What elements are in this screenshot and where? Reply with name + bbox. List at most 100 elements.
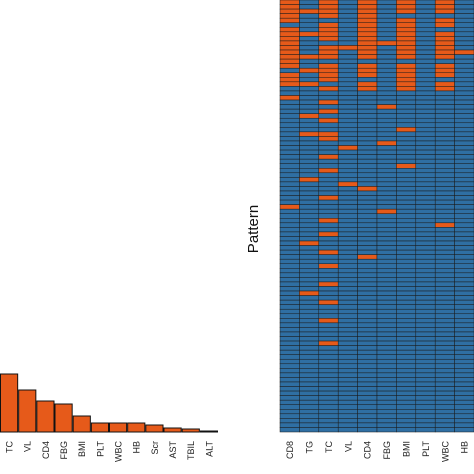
heatmap-cell xyxy=(279,54,300,60)
heatmap-cell xyxy=(434,99,455,105)
heatmap-cell xyxy=(337,154,358,160)
heatmap-cell xyxy=(299,281,320,287)
heatmap-cell xyxy=(299,218,320,224)
heatmap-cell xyxy=(415,63,436,69)
heatmap-cell xyxy=(415,195,436,201)
bar-bmi xyxy=(72,415,91,433)
heatmap-cell xyxy=(318,67,339,74)
heatmap-cell xyxy=(357,395,378,401)
heatmap-cell xyxy=(337,227,358,233)
heatmap-cell xyxy=(396,331,417,337)
heatmap-cell xyxy=(454,86,474,92)
heatmap-cell xyxy=(318,422,339,428)
heatmap-cell xyxy=(434,304,455,310)
heatmap-cell xyxy=(415,295,436,301)
heatmap-cell xyxy=(396,186,417,192)
heatmap-cell xyxy=(279,99,300,105)
heatmap-cell xyxy=(357,149,378,155)
heatmap-cell xyxy=(318,409,339,415)
heatmap-cell xyxy=(279,190,300,196)
heatmap-cell xyxy=(337,136,358,142)
heatmap-cell xyxy=(299,8,320,14)
heatmap-cell xyxy=(299,104,320,110)
heatmap-cell xyxy=(357,277,378,283)
heatmap-cell xyxy=(415,345,436,351)
heatmap-cell xyxy=(299,308,320,315)
heatmap-cell xyxy=(376,172,397,178)
heatmap-cell xyxy=(318,349,339,355)
heatmap-cell xyxy=(318,22,339,28)
heatmap-cell xyxy=(318,81,339,87)
heatmap-cell xyxy=(337,318,358,324)
heatmap-cell xyxy=(279,158,300,164)
heatmap-cell xyxy=(357,290,378,296)
heatmap-cell xyxy=(415,254,436,260)
heatmap-cell xyxy=(337,299,358,305)
heatmap-cell xyxy=(434,399,455,405)
heatmap-cell xyxy=(454,158,474,164)
heatmap-cell xyxy=(434,90,455,96)
heatmap-cell xyxy=(318,240,339,246)
heatmap-cell xyxy=(434,81,455,87)
heatmap-cell xyxy=(396,54,417,60)
heatmap-cell xyxy=(415,304,436,310)
heatmap-cell xyxy=(318,263,339,269)
heatmap-cell xyxy=(376,358,397,365)
heatmap-cell xyxy=(454,81,474,87)
heatmap-cell xyxy=(434,349,455,355)
heatmap-cell xyxy=(279,268,300,274)
bar-tbil xyxy=(181,428,200,433)
heatmap-cell xyxy=(279,404,300,410)
heatmap-cell xyxy=(415,249,436,255)
heatmap-cell xyxy=(376,236,397,242)
heatmap-cell xyxy=(434,213,455,219)
heatmap-cell xyxy=(434,386,455,392)
heatmap-cell xyxy=(396,340,417,346)
heatmap-cell xyxy=(357,95,378,101)
heatmap-cell xyxy=(415,122,436,128)
heatmap-cell xyxy=(318,418,339,424)
heatmap-cell xyxy=(376,427,397,433)
heatmap-cell xyxy=(279,204,300,210)
heatmap-cell xyxy=(415,49,436,55)
heatmap-cell xyxy=(337,172,358,178)
heatmap-cell xyxy=(396,172,417,178)
heatmap-cell xyxy=(376,281,397,287)
heatmap-cell xyxy=(415,58,436,64)
heatmap-cell xyxy=(318,313,339,319)
heatmap-cell xyxy=(434,336,455,342)
heatmap-cell xyxy=(318,381,339,387)
heatmap-cell xyxy=(299,90,320,96)
heatmap-cell xyxy=(357,386,378,392)
heatmap-cell xyxy=(337,268,358,274)
heatmap-cell xyxy=(299,286,320,292)
heatmap-cell xyxy=(279,113,300,119)
heatmap-cell xyxy=(396,222,417,228)
heatmap-cell xyxy=(279,149,300,155)
heatmap-cell xyxy=(454,95,474,101)
heatmap-cell xyxy=(337,258,358,265)
heatmap-cell xyxy=(318,104,339,110)
heatmap-cell xyxy=(357,113,378,119)
heatmap-cell xyxy=(357,354,378,360)
heatmap-cell xyxy=(357,268,378,274)
bar-vl xyxy=(18,389,37,433)
heatmap-cell xyxy=(415,399,436,405)
heatmap-cell xyxy=(279,8,300,14)
heatmap-cell xyxy=(279,227,300,233)
heatmap-cell xyxy=(279,4,300,10)
heatmap-cell xyxy=(396,290,417,296)
heatmap-cell xyxy=(318,163,339,169)
heatmap-cell xyxy=(434,354,455,360)
heatmap-cell xyxy=(337,13,358,19)
heatmap-cell xyxy=(279,358,300,365)
heatmap-cell xyxy=(434,363,455,369)
heatmap-cell xyxy=(454,399,474,405)
heatmap-cell xyxy=(396,31,417,37)
heatmap-cell xyxy=(454,199,474,205)
heatmap-cell xyxy=(434,377,455,383)
heatmap-cell xyxy=(318,54,339,60)
heatmap-cell xyxy=(415,286,436,292)
heatmap-cell xyxy=(454,368,474,374)
